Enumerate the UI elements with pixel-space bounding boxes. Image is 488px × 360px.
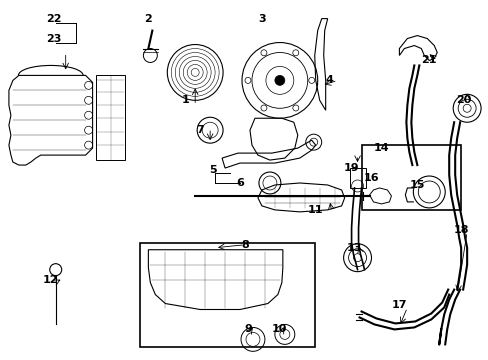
Text: 20: 20	[455, 95, 471, 105]
Text: 19: 19	[343, 163, 359, 173]
Text: 2: 2	[144, 14, 152, 24]
Bar	[95, 75, 125, 160]
Bar	[140, 243, 314, 347]
Text: 3: 3	[258, 14, 265, 24]
Text: 12: 12	[43, 275, 59, 285]
Text: 9: 9	[244, 324, 251, 334]
Text: 15: 15	[409, 180, 424, 190]
Text: 11: 11	[307, 205, 323, 215]
Text: 13: 13	[346, 243, 362, 253]
Text: 8: 8	[241, 240, 248, 250]
Text: 6: 6	[236, 178, 244, 188]
Text: 14: 14	[373, 143, 388, 153]
Text: 10: 10	[272, 324, 287, 334]
Bar	[349, 168, 365, 188]
Text: 16: 16	[363, 173, 379, 183]
Text: 22: 22	[46, 14, 61, 24]
Text: 7: 7	[196, 125, 203, 135]
Text: 23: 23	[46, 33, 61, 44]
Text: 4: 4	[325, 75, 333, 85]
Text: 18: 18	[452, 225, 468, 235]
Text: 5: 5	[209, 165, 217, 175]
Text: 17: 17	[391, 300, 407, 310]
Bar	[361, 145, 460, 210]
Text: 21: 21	[421, 55, 436, 66]
Circle shape	[274, 75, 285, 85]
Text: 1: 1	[181, 95, 189, 105]
